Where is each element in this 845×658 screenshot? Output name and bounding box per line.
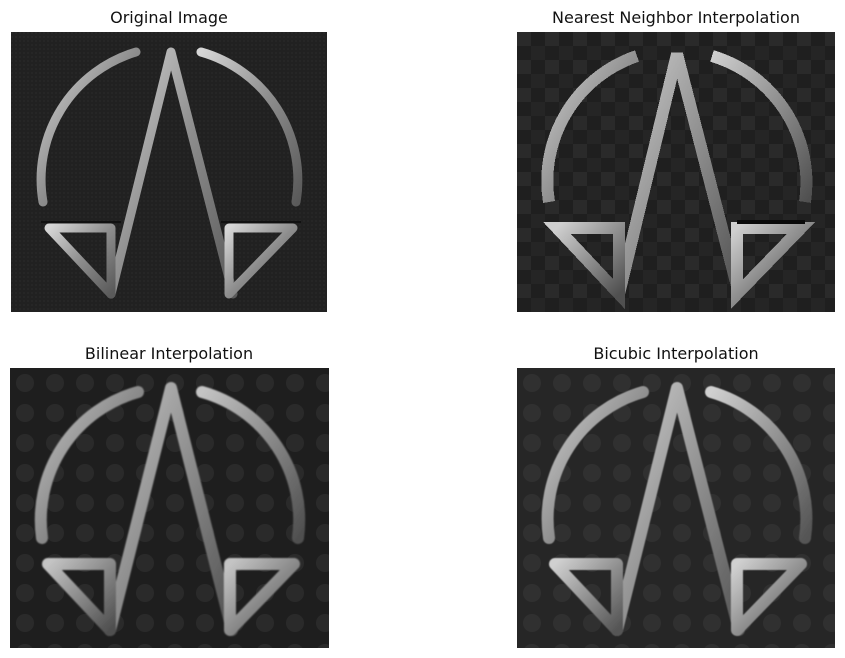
logo-image [517, 32, 835, 312]
image-panel-bicubic [517, 368, 835, 648]
image-panel-original [11, 32, 327, 312]
image-panel-nearest [517, 32, 835, 312]
panel-title-nearest: Nearest Neighbor Interpolation [552, 8, 800, 27]
panel-title-bicubic: Bicubic Interpolation [593, 344, 759, 363]
logo-image [11, 32, 327, 312]
image-panel-bilinear [10, 368, 329, 648]
logo-image [10, 368, 329, 648]
panel-title-bilinear: Bilinear Interpolation [84, 344, 254, 363]
logo-image [517, 368, 835, 648]
panel-title-original: Original Image [110, 8, 228, 27]
